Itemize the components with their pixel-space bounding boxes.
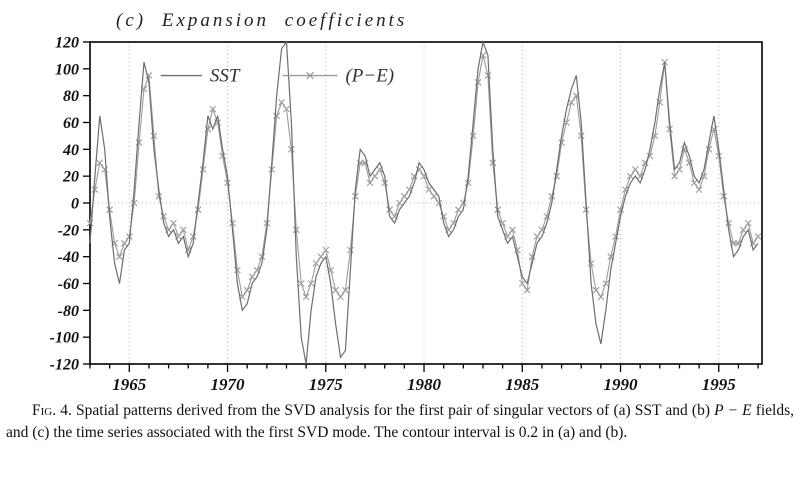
y-tick-label: 20 bbox=[62, 169, 79, 186]
y-tick-label: -80 bbox=[58, 303, 79, 320]
caption-fig-label: Fig. 4. bbox=[32, 402, 72, 419]
y-tick-label: 120 bbox=[55, 35, 79, 52]
y-tick-label: -100 bbox=[50, 330, 79, 347]
legend-pe-marker bbox=[306, 71, 314, 80]
caption-text-1: Spatial patterns derived from the SVD an… bbox=[71, 402, 715, 419]
caption-math: P − E bbox=[714, 402, 752, 419]
y-tick-label: -40 bbox=[58, 249, 79, 266]
sst-line bbox=[89, 39, 759, 365]
x-tick-label: 1980 bbox=[407, 375, 442, 394]
plot-frame bbox=[89, 41, 763, 365]
y-tick-label: 60 bbox=[63, 115, 79, 132]
y-tick-label: -120 bbox=[50, 357, 79, 374]
y-tick-label: 80 bbox=[63, 88, 79, 105]
x-tick-label: 1965 bbox=[112, 375, 147, 394]
chart-title: (c) Expansion coefficients bbox=[116, 10, 408, 31]
pe-markers bbox=[86, 52, 762, 301]
y-tick-label: -20 bbox=[58, 222, 79, 239]
x-tick-label: 1975 bbox=[309, 375, 344, 394]
y-tick-label: 0 bbox=[71, 196, 79, 213]
legend-pe-label: (P−E) bbox=[345, 66, 394, 87]
caption-text-2: fields, and (c) the time series associat… bbox=[6, 402, 795, 441]
y-tick-label: -60 bbox=[58, 276, 79, 293]
figure-caption: Fig. 4. Spatial patterns derived from th… bbox=[6, 400, 794, 444]
y-tick-label: 40 bbox=[62, 142, 79, 159]
x-tick-label: 1970 bbox=[211, 375, 246, 394]
x-tick-label: 1995 bbox=[702, 375, 737, 394]
x-tick-label: 1990 bbox=[604, 375, 639, 394]
chart-svg: -120 -100 -80 -60 -40 -20 0 20 40 60 80 100 120 1965 1… bbox=[50, 35, 763, 394]
x-tick-label: 1985 bbox=[505, 375, 540, 394]
legend-sst-label: SST bbox=[210, 66, 241, 87]
y-tick-label: 100 bbox=[55, 61, 79, 78]
